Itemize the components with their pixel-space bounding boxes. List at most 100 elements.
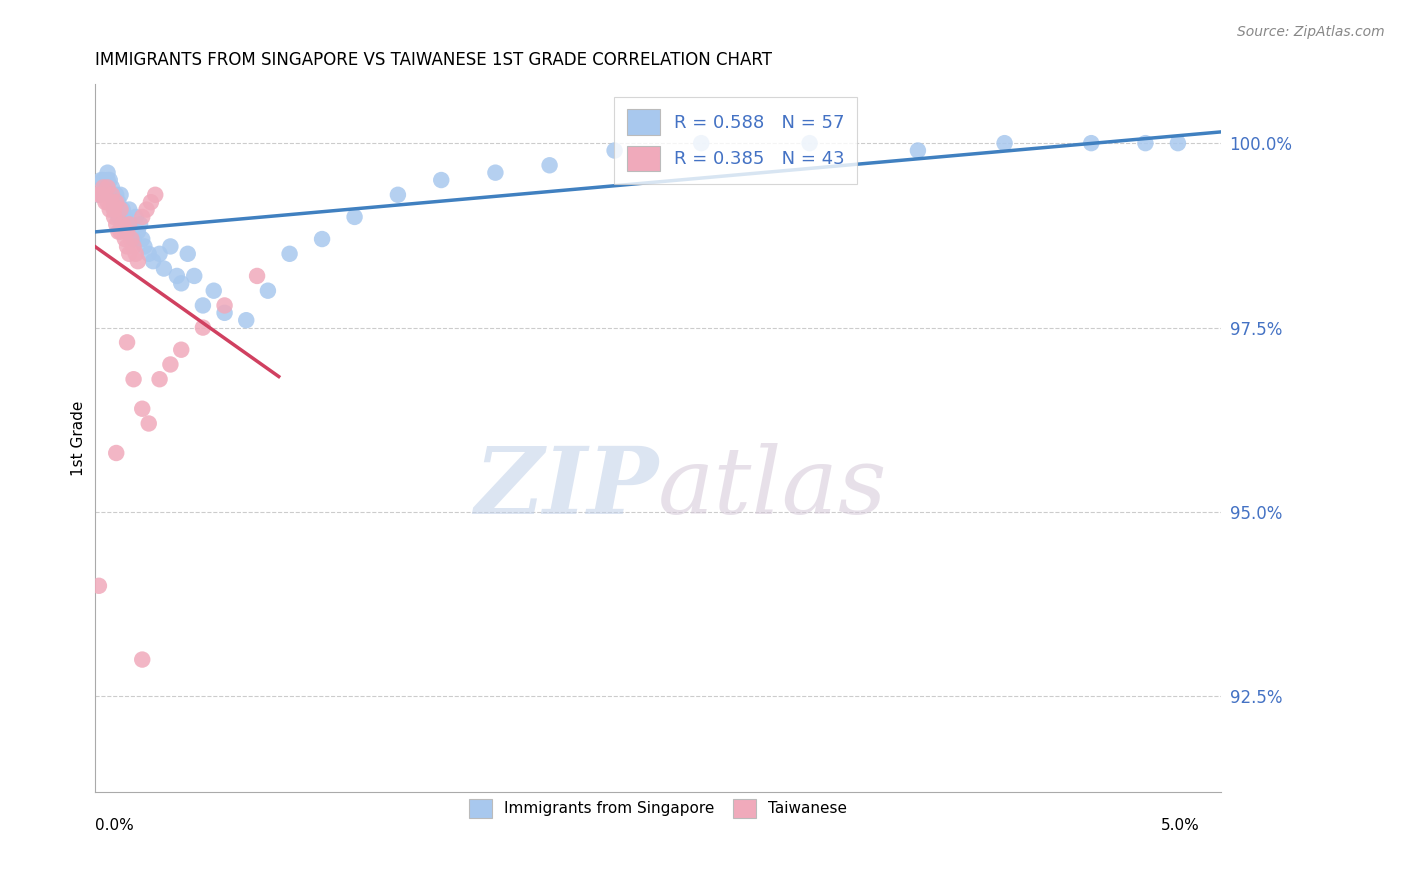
Point (101, 180, 124, 194)
Point (110, 225, 132, 239)
Text: Source: ZipAtlas.com: Source: ZipAtlas.com (1237, 25, 1385, 39)
Point (87, 187, 110, 202)
Point (430, 173, 453, 187)
Point (127, 225, 149, 239)
Point (105, 195, 128, 210)
Point (98, 187, 121, 202)
Point (1167, 136, 1189, 150)
Point (343, 210, 366, 224)
Point (134, 239, 156, 253)
Point (131, 401, 153, 416)
Point (1135, 136, 1157, 150)
Point (127, 254, 149, 268)
Point (690, 136, 713, 150)
Point (87, 187, 110, 202)
Point (214, 298, 236, 312)
Point (135, 202, 157, 217)
Point (90, 187, 112, 202)
Point (142, 254, 165, 268)
Point (191, 320, 214, 334)
Point (159, 239, 181, 253)
Point (87, 579, 110, 593)
Point (90, 173, 112, 187)
Point (103, 202, 125, 217)
Point (105, 187, 128, 202)
Point (94, 180, 117, 194)
Point (107, 210, 129, 224)
Point (91, 180, 114, 194)
Point (115, 225, 138, 239)
Point (235, 313, 257, 327)
Point (159, 358, 181, 372)
Text: ZIP: ZIP (474, 442, 658, 533)
Point (907, 144, 929, 158)
Point (98, 173, 121, 187)
Point (97, 180, 120, 194)
Text: atlas: atlas (658, 442, 887, 533)
Point (131, 652, 153, 666)
Point (101, 195, 124, 210)
Point (538, 158, 561, 172)
Point (603, 144, 626, 158)
Point (139, 195, 162, 210)
Point (993, 136, 1015, 150)
Point (129, 217, 152, 231)
Point (148, 247, 170, 261)
Point (246, 268, 269, 283)
Point (105, 202, 128, 217)
Point (115, 239, 138, 253)
Point (103, 202, 125, 217)
Point (118, 202, 141, 217)
Point (103, 210, 125, 224)
Point (191, 298, 214, 312)
Point (97, 166, 120, 180)
Point (148, 372, 170, 386)
Point (153, 261, 176, 276)
Point (1080, 136, 1102, 150)
Point (170, 277, 193, 291)
Point (103, 195, 125, 210)
Point (120, 232, 142, 246)
Point (131, 232, 153, 246)
Point (131, 210, 153, 224)
Point (125, 210, 148, 224)
Point (170, 343, 193, 357)
Point (484, 166, 506, 180)
Point (278, 247, 301, 261)
Point (138, 417, 160, 431)
Point (111, 202, 134, 217)
Point (115, 335, 138, 350)
Point (202, 284, 225, 298)
Point (97, 195, 120, 210)
Point (257, 284, 280, 298)
Point (143, 187, 166, 202)
Point (107, 225, 129, 239)
Point (214, 306, 236, 320)
Point (122, 239, 145, 253)
Legend: Immigrants from Singapore, Taiwanese: Immigrants from Singapore, Taiwanese (463, 793, 853, 823)
Point (110, 202, 132, 217)
Point (110, 187, 132, 202)
Point (111, 217, 134, 231)
Y-axis label: 1st Grade: 1st Grade (72, 401, 86, 476)
Point (799, 136, 821, 150)
Point (177, 247, 200, 261)
Point (114, 210, 136, 224)
Point (94, 195, 117, 210)
Point (387, 187, 409, 202)
Text: IMMIGRANTS FROM SINGAPORE VS TAIWANESE 1ST GRADE CORRELATION CHART: IMMIGRANTS FROM SINGAPORE VS TAIWANESE 1… (94, 51, 772, 69)
Point (166, 268, 188, 283)
Point (98, 202, 121, 217)
Point (118, 217, 141, 231)
Point (115, 225, 138, 239)
Point (114, 232, 136, 246)
Point (125, 247, 148, 261)
Point (105, 217, 128, 231)
Text: 5.0%: 5.0% (1161, 818, 1199, 833)
Point (120, 217, 142, 231)
Point (101, 187, 124, 202)
Point (118, 247, 141, 261)
Point (122, 372, 145, 386)
Point (122, 232, 145, 246)
Point (311, 232, 333, 246)
